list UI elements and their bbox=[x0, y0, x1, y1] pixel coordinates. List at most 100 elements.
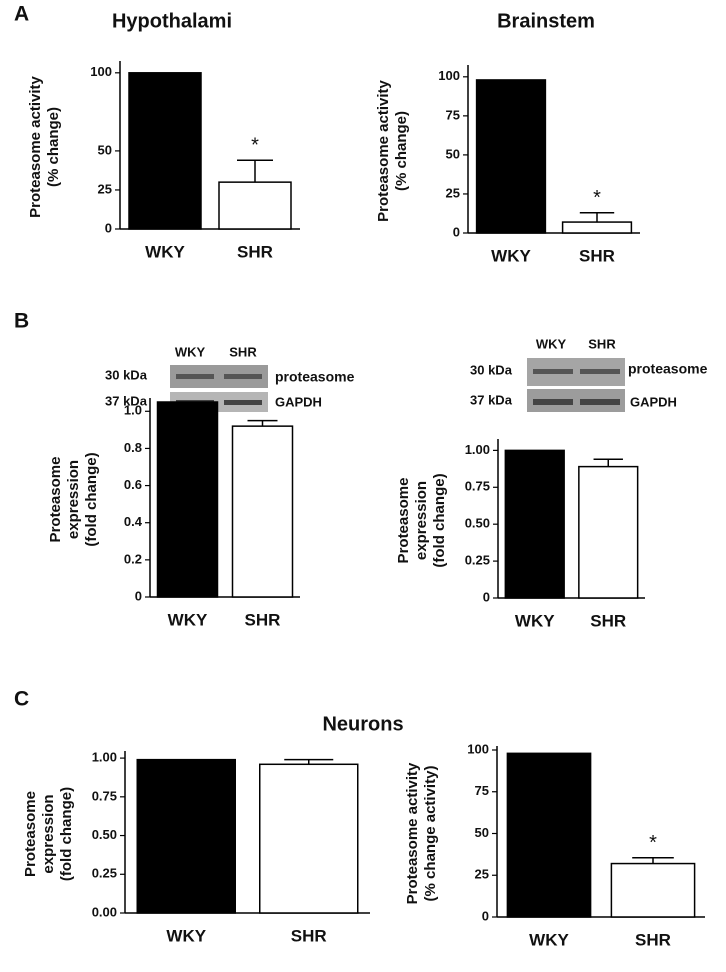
y-tick-label: 0 bbox=[135, 588, 142, 603]
significance-marker: * bbox=[593, 187, 601, 209]
bar bbox=[475, 79, 547, 234]
y-tick-label: 0.00 bbox=[92, 904, 117, 919]
bar bbox=[136, 758, 236, 914]
chart: Proteasome expression (fold change) 0.00 0.2… bbox=[22, 750, 370, 945]
y-axis-label: expression bbox=[65, 460, 82, 539]
x-tick-label: SHR bbox=[635, 930, 671, 949]
bar bbox=[506, 752, 592, 918]
y-tick-label: 0.4 bbox=[124, 514, 143, 529]
y-axis-label: expression bbox=[413, 481, 430, 560]
y-tick-label: 0.25 bbox=[465, 553, 490, 568]
x-tick-label: WKY bbox=[168, 610, 208, 629]
y-tick-label: 0.6 bbox=[124, 477, 142, 492]
bar bbox=[231, 425, 294, 598]
chart: Brainstem Proteasome activity (% change) 0 2… bbox=[375, 10, 640, 265]
y-tick-label: 0.25 bbox=[92, 866, 117, 881]
y-axis-label: (% change) bbox=[393, 111, 410, 191]
x-tick-label: WKY bbox=[491, 246, 531, 265]
lane-label: SHR bbox=[588, 336, 616, 351]
chart-title: Hypothalami bbox=[112, 10, 232, 32]
y-tick-label: 0.75 bbox=[92, 788, 117, 803]
x-tick-label: WKY bbox=[166, 926, 206, 945]
bar bbox=[259, 763, 359, 914]
band bbox=[580, 399, 620, 405]
y-axis-label: (% change) bbox=[45, 107, 62, 187]
band bbox=[224, 400, 262, 405]
x-tick-label: WKY bbox=[515, 611, 555, 630]
band bbox=[580, 369, 620, 374]
y-axis-label: (% change activity) bbox=[422, 766, 439, 902]
bar bbox=[156, 401, 219, 598]
x-tick-label: WKY bbox=[529, 930, 569, 949]
x-tick-label: WKY bbox=[145, 242, 185, 261]
band bbox=[224, 374, 262, 379]
chart: Hypothalami Proteasome activity (% change)… bbox=[27, 10, 300, 261]
y-tick-label: 50 bbox=[475, 825, 489, 840]
band-label: GAPDH bbox=[275, 394, 322, 409]
y-tick-label: 0.50 bbox=[92, 827, 117, 842]
y-tick-label: 25 bbox=[475, 867, 489, 882]
chart: Proteasome activity (% change activity) 0 2… bbox=[404, 741, 705, 949]
y-axis-label: Proteasome activity bbox=[404, 762, 421, 904]
lane-label: WKY bbox=[175, 344, 206, 359]
y-tick-label: 0 bbox=[105, 220, 112, 235]
blot-image bbox=[170, 365, 268, 388]
y-tick-label: 0.50 bbox=[465, 516, 490, 531]
y-axis-label: Proteasome bbox=[22, 791, 39, 877]
panel-label: C bbox=[14, 688, 29, 711]
chart: Proteasome expression (fold change) 0 0.25 0.… bbox=[395, 439, 645, 630]
y-tick-label: 0 bbox=[453, 224, 460, 239]
y-tick-label: 25 bbox=[98, 181, 112, 196]
panel-label: B bbox=[14, 310, 29, 333]
y-tick-label: 100 bbox=[467, 741, 489, 756]
band bbox=[533, 399, 573, 405]
significance-marker: * bbox=[649, 832, 657, 854]
x-tick-label: SHR bbox=[579, 246, 615, 265]
y-tick-label: 0.75 bbox=[465, 479, 490, 494]
chart: Proteasome expression (fold change) 0 0.2 0.4… bbox=[47, 398, 300, 629]
y-tick-label: 50 bbox=[98, 142, 112, 157]
y-axis-label: (fold change) bbox=[83, 452, 100, 546]
band-label: proteasome bbox=[275, 369, 355, 385]
bar bbox=[504, 449, 565, 599]
significance-marker: * bbox=[251, 135, 259, 157]
lane-label: WKY bbox=[536, 336, 567, 351]
y-axis-label: Proteasome activity bbox=[375, 79, 392, 221]
y-tick-label: 0.2 bbox=[124, 551, 142, 566]
y-axis-label: Proteasome bbox=[395, 478, 412, 564]
y-axis-label: Proteasome activity bbox=[27, 75, 44, 217]
y-tick-label: 0 bbox=[483, 589, 490, 604]
band bbox=[176, 374, 214, 379]
chart-title: Brainstem bbox=[497, 10, 595, 32]
x-tick-label: SHR bbox=[291, 926, 327, 945]
y-tick-label: 25 bbox=[446, 185, 460, 200]
lane-label: SHR bbox=[229, 344, 257, 359]
x-tick-label: SHR bbox=[590, 611, 626, 630]
y-axis-label: expression bbox=[40, 794, 57, 873]
bar bbox=[610, 862, 696, 918]
y-tick-label: 0.8 bbox=[124, 440, 142, 455]
marker-label: 37 kDa bbox=[105, 393, 148, 408]
bar bbox=[578, 465, 639, 599]
x-tick-label: SHR bbox=[245, 610, 281, 629]
blot: WKY SHR 30 kDa 37 kDa proteasome GAPDH bbox=[105, 344, 355, 412]
y-axis-label: Proteasome bbox=[47, 457, 64, 543]
y-tick-label: 1.00 bbox=[92, 750, 117, 765]
section-title: Neurons bbox=[322, 713, 403, 735]
bar bbox=[218, 181, 292, 230]
y-tick-label: 1.0 bbox=[124, 403, 142, 418]
bar bbox=[561, 221, 633, 234]
y-tick-label: 0 bbox=[482, 908, 489, 923]
y-tick-label: 75 bbox=[446, 107, 460, 122]
blot: WKY SHR 30 kDa 37 kDa proteasome GAPDH bbox=[470, 336, 708, 412]
y-axis-label: (fold change) bbox=[431, 473, 448, 567]
y-tick-label: 100 bbox=[90, 64, 112, 79]
blot-image bbox=[527, 389, 625, 412]
marker-label: 37 kDa bbox=[470, 392, 513, 407]
marker-label: 30 kDa bbox=[105, 367, 148, 382]
x-tick-label: SHR bbox=[237, 242, 273, 261]
y-tick-label: 100 bbox=[438, 68, 460, 83]
bar bbox=[128, 72, 202, 230]
band bbox=[533, 369, 573, 374]
